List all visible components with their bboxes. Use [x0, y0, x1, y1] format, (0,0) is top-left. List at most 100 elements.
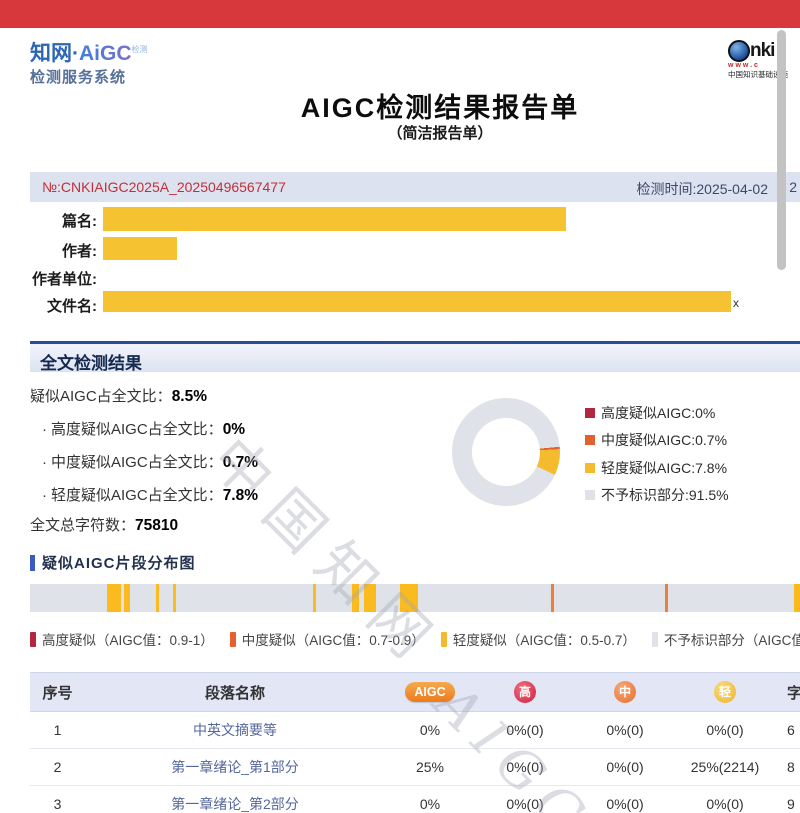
cnki-www-text: www.c: [728, 62, 760, 69]
stat-value: 8.5%: [171, 388, 208, 405]
dist-swatch-medium: [229, 631, 236, 647]
legend-label: 中度疑似AIGC:: [601, 432, 696, 449]
cell-light: 0%(0): [675, 785, 775, 813]
dist-swatch-light: [440, 631, 447, 647]
aigc-pill-badge: AIGC: [405, 682, 455, 702]
cell-paragraph-link[interactable]: 第一章绪论_第1部分: [85, 748, 385, 786]
cell-high: 0%(0): [475, 785, 575, 813]
blue-bar-icon: [30, 554, 35, 571]
cell-paragraph-link[interactable]: 中英文摘要等: [85, 711, 385, 749]
distribution-stripe: [124, 584, 131, 612]
bullet-icon: ·: [42, 487, 47, 504]
distribution-stripe: [312, 584, 316, 612]
donut-chart-hole: [472, 418, 540, 486]
donut-chart-ring: [452, 398, 560, 506]
cell-light: 0%(0): [675, 711, 775, 749]
dist-legend-high: 高度疑似（AIGC值：0.9-1）: [30, 629, 214, 649]
cell-medium: 0%(0): [575, 748, 675, 786]
dist-swatch-none: [651, 631, 658, 647]
cnki-nki-text: nki: [750, 40, 775, 61]
cell-aigc: 0%: [385, 785, 475, 813]
legend-swatch-none: [585, 490, 595, 501]
field-label-affiliation: 作者单位:: [32, 271, 97, 288]
distribution-stripe: [550, 584, 554, 612]
bullet-icon: ·: [42, 454, 47, 471]
field-label-author: 作者:: [62, 243, 97, 260]
filename-tail: x: [733, 296, 739, 310]
stat-label: 高度疑似AIGC占全文比：: [51, 421, 223, 438]
cell-chars: 9: [775, 785, 800, 813]
dist-swatch-high: [30, 631, 36, 647]
col-header-paragraph: 段落名称: [85, 672, 385, 712]
high-circle-badge: 高: [514, 681, 536, 703]
logo-line2: 检测服务系统: [30, 69, 127, 87]
cell-light: 25%(2214): [675, 748, 775, 786]
cnki-globe-icon: [728, 40, 750, 62]
cnki-corner-logo: nki www.c 中国知识基础设施: [728, 40, 798, 80]
distribution-stripe: [172, 584, 176, 612]
stat-label: 中度疑似AIGC占全文比：: [51, 454, 223, 471]
dist-legend-label: 高度疑似（AIGC值：0.9-1）: [42, 633, 214, 648]
distribution-stripe: [107, 584, 121, 612]
legend-swatch-high: [585, 407, 595, 418]
section-title: 全文检测结果: [40, 354, 142, 373]
legend-item-medium: 中度疑似AIGC: 0.7%: [585, 427, 729, 455]
logo-zhiwang: 知网: [30, 42, 72, 65]
paragraph-table: 序号 段落名称 AIGC 高 中 轻 字 1 中英文摘要等 0% 0%(0) 0…: [30, 672, 800, 813]
legend-label: 不予标识部分:: [601, 487, 689, 504]
cell-medium: 0%(0): [575, 711, 675, 749]
stat-light: · 轻度疑似AIGC占全文比：7.8%: [42, 484, 258, 505]
table-row: 2 第一章绪论_第1部分 25% 0%(0) 0%(0) 25%(2214) 8: [30, 748, 800, 786]
logo-superscript: 检测: [131, 45, 148, 54]
donut-legend: 高度疑似AIGC: 0% 中度疑似AIGC: 0.7% 轻度疑似AIGC: 7.…: [585, 399, 729, 509]
table-row: 3 第一章绪论_第2部分 0% 0%(0) 0%(0) 0%(0) 9: [30, 785, 800, 813]
top-red-bar: [0, 0, 800, 28]
cell-aigc: 25%: [385, 748, 475, 786]
legend-swatch-light: [585, 462, 595, 473]
distribution-section-title: 疑似AIGC片段分布图: [30, 552, 196, 573]
stat-label: 全文总字符数：: [30, 517, 136, 534]
col-header-aigc: AIGC: [385, 672, 475, 712]
bullet-icon: ·: [42, 421, 47, 438]
stat-label: 疑似AIGC占全文比：: [30, 388, 172, 405]
stat-value: 7.8%: [222, 487, 259, 504]
stat-high: · 高度疑似AIGC占全文比：0%: [42, 418, 245, 439]
field-label-filename: 文件名:: [47, 298, 97, 315]
distribution-stripe: [399, 584, 418, 612]
distribution-stripe: [665, 584, 669, 612]
stat-value: 0.7%: [222, 454, 259, 471]
redaction-bar-author: [103, 237, 177, 260]
col-header-index: 序号: [30, 672, 85, 712]
field-label-title: 篇名:: [62, 213, 97, 230]
legend-swatch-medium: [585, 435, 595, 446]
dist-legend-medium: 中度疑似（AIGC值：0.7-0.9）: [229, 629, 425, 649]
legend-value: 0%: [695, 404, 716, 421]
paragraph-table-wrap: 序号 段落名称 AIGC 高 中 轻 字 1 中英文摘要等 0% 0%(0) 0…: [30, 672, 800, 813]
dist-legend-label: 不予标识部分（AIGC值：0-0.5）: [663, 633, 800, 648]
distribution-title-text: 疑似AIGC片段分布图: [42, 555, 196, 572]
table-header-row: 序号 段落名称 AIGC 高 中 轻 字: [30, 672, 800, 712]
cell-paragraph-link[interactable]: 第一章绪论_第2部分: [85, 785, 385, 813]
page-title: AIGC检测结果报告单: [300, 93, 580, 123]
stat-value: 75810: [135, 517, 179, 534]
stat-suspected-total: 疑似AIGC占全文比：8.5%: [30, 385, 207, 406]
cell-high: 0%(0): [475, 711, 575, 749]
legend-item-high: 高度疑似AIGC: 0%: [585, 399, 729, 427]
report-info-bar: №:CNKIAIGC2025A_20250496567477 检测时间:2025…: [30, 172, 800, 202]
cell-chars: 8: [775, 748, 800, 786]
col-header-medium: 中: [575, 672, 675, 712]
light-circle-badge: 轻: [714, 681, 736, 703]
distribution-legend: 高度疑似（AIGC值：0.9-1） 中度疑似（AIGC值：0.7-0.9） 轻度…: [30, 629, 800, 649]
vertical-scrollbar-thumb[interactable]: [777, 30, 786, 270]
stat-medium: · 中度疑似AIGC占全文比：0.7%: [42, 451, 258, 472]
distribution-bar: [30, 584, 800, 612]
redaction-bar-filename: [103, 291, 731, 312]
cell-index: 1: [30, 711, 85, 749]
stat-value: 0%: [222, 421, 246, 438]
page-subtitle: （简洁报告单）: [387, 125, 493, 142]
legend-item-none: 不予标识部分: 91.5%: [585, 482, 729, 510]
dist-legend-label: 中度疑似（AIGC值：0.7-0.9）: [241, 633, 425, 648]
distribution-stripe: [364, 584, 377, 612]
report-number: №:CNKIAIGC2025A_20250496567477: [42, 179, 286, 195]
